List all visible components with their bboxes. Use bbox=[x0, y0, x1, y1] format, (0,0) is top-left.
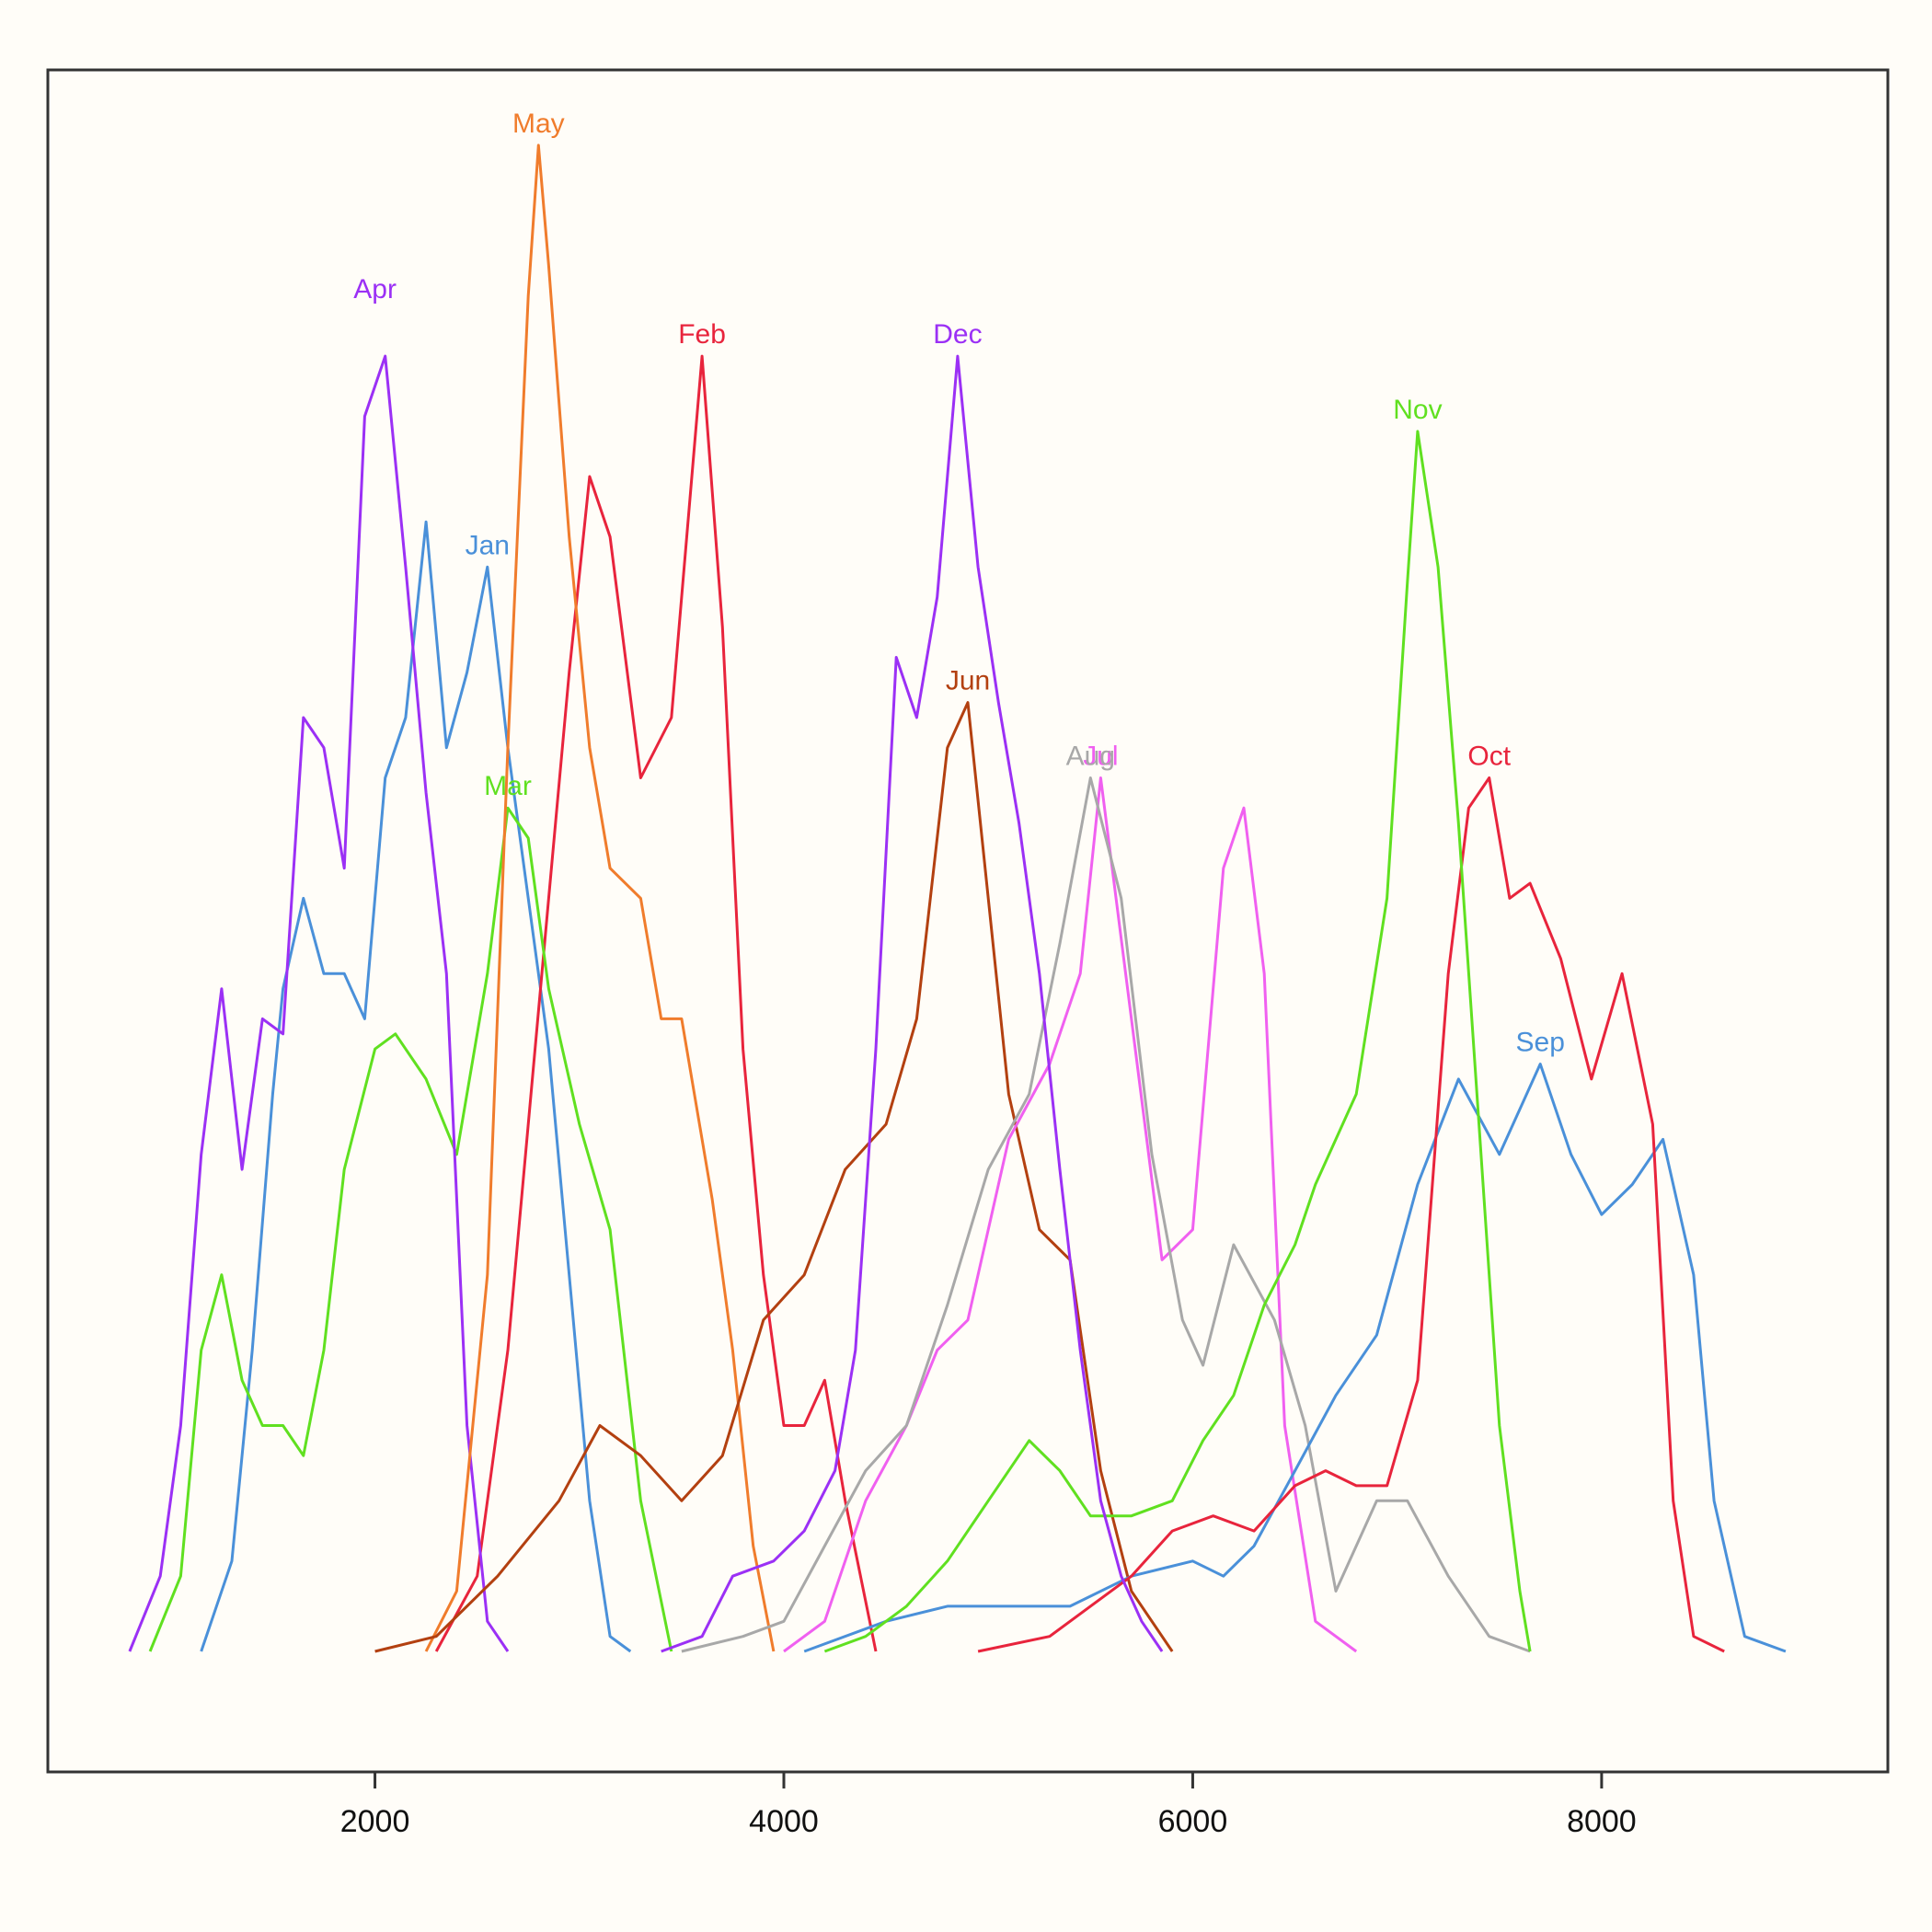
series-label-may: May bbox=[512, 109, 565, 139]
x-tick-label: 8000 bbox=[1567, 1804, 1637, 1839]
x-tick-label: 2000 bbox=[340, 1804, 410, 1839]
series-line-feb bbox=[434, 354, 878, 1652]
series-label-jun: Jun bbox=[946, 666, 990, 696]
series-label-oct: Oct bbox=[1467, 742, 1511, 772]
plot-frame bbox=[46, 68, 1890, 1774]
series-line-jul bbox=[783, 776, 1358, 1653]
series-line-apr bbox=[128, 354, 510, 1652]
series-line-may bbox=[424, 144, 776, 1652]
series-line-oct bbox=[977, 776, 1725, 1653]
series-line-jan bbox=[200, 520, 632, 1653]
series-line-sep bbox=[803, 1063, 1787, 1653]
series-line-dec bbox=[661, 354, 1164, 1653]
series-lines bbox=[128, 144, 1787, 1653]
series-label-jan: Jan bbox=[466, 530, 510, 560]
series-label-nov: Nov bbox=[1393, 395, 1442, 425]
series-label-aug: Aug bbox=[1066, 742, 1115, 772]
series-label-mar: Mar bbox=[484, 771, 532, 801]
series-line-nov bbox=[823, 430, 1532, 1653]
series-line-mar bbox=[148, 806, 673, 1652]
x-tick-label: 4000 bbox=[749, 1804, 819, 1839]
series-label-jul: Jul bbox=[1083, 742, 1118, 772]
series-label-dec: Dec bbox=[933, 319, 982, 350]
x-tick-label: 6000 bbox=[1158, 1804, 1228, 1839]
series-line-jun bbox=[374, 701, 1174, 1653]
series-label-sep: Sep bbox=[1516, 1028, 1565, 1058]
series-line-aug bbox=[681, 776, 1531, 1653]
series-label-feb: Feb bbox=[678, 319, 726, 350]
series-label-apr: Apr bbox=[353, 274, 397, 305]
x-axis: 2000 4000 6000 8000 bbox=[340, 1772, 1637, 1839]
